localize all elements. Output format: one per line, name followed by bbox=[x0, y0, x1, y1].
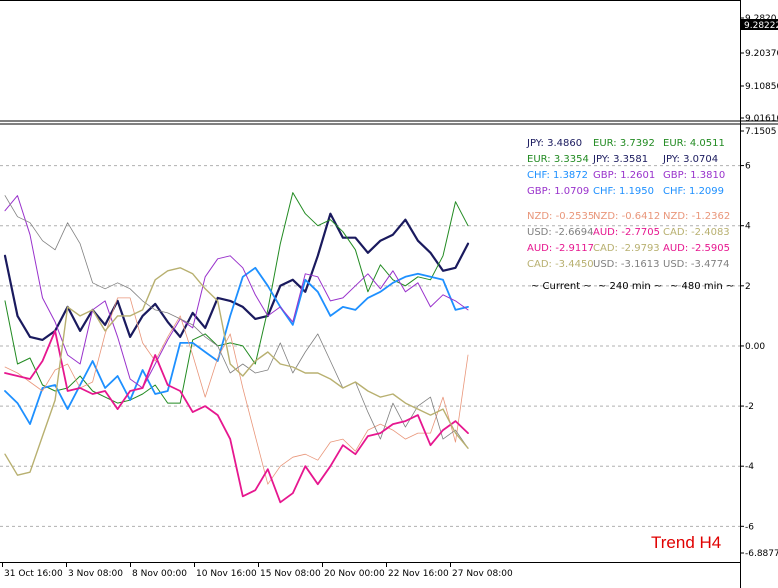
table-footer-label: ~ Current ~ bbox=[531, 281, 592, 292]
y-tick-label: 7.1505 bbox=[745, 127, 777, 137]
table-cell-chf: CHF: 1.2099 bbox=[663, 186, 724, 197]
table-cell-usd: USD: -3.1613 bbox=[593, 259, 660, 270]
table-cell-eur: EUR: 3.7392 bbox=[593, 138, 655, 149]
y-tick-label: 6 bbox=[745, 162, 751, 172]
x-tick-label: 20 Nov 00:00 bbox=[324, 569, 385, 579]
x-tick-label: 27 Nov 08:00 bbox=[452, 569, 513, 579]
x-tick-label: 10 Nov 16:00 bbox=[196, 569, 257, 579]
series-line-jpy bbox=[3, 212, 470, 341]
series-line-aud bbox=[4, 329, 469, 504]
y-tick-label: -4 bbox=[745, 462, 754, 472]
series-line-cad bbox=[4, 267, 469, 476]
table-footer-label: ~ 240 min ~ bbox=[598, 281, 662, 292]
series-line-usd bbox=[4, 195, 469, 449]
table-cell-aud: AUD: -2.5905 bbox=[663, 243, 730, 254]
y-tick-label: -2 bbox=[745, 402, 754, 412]
table-cell-gbp: GBP: 1.0709 bbox=[527, 186, 589, 197]
series-line-gbp bbox=[4, 195, 469, 389]
current-price-box bbox=[741, 19, 778, 30]
x-tick-label: 15 Nov 08:00 bbox=[260, 569, 321, 579]
series-line-chf bbox=[4, 266, 469, 426]
current-price-label: 9.28222 bbox=[744, 21, 778, 31]
table-cell-gbp: GBP: 1.2601 bbox=[593, 170, 655, 181]
price-tick-label: 9.01610 bbox=[745, 114, 778, 124]
table-cell-eur: EUR: 4.0511 bbox=[663, 138, 725, 149]
price-tick-label: 9.20370 bbox=[745, 49, 778, 59]
table-cell-cad: CAD: -2.4083 bbox=[663, 227, 730, 238]
table-cell-nzd: NZD: -0.2535 bbox=[527, 211, 594, 222]
series-line-eur bbox=[4, 192, 469, 404]
series-line-nzd bbox=[4, 297, 469, 485]
y-tick-label: 4 bbox=[745, 222, 751, 232]
price-tick-label: 9.10850 bbox=[745, 82, 778, 92]
y-tick-label: -6 bbox=[745, 522, 754, 532]
table-cell-usd: USD: -2.6694 bbox=[527, 227, 594, 238]
table-cell-gbp: GBP: 1.3810 bbox=[663, 170, 725, 181]
table-cell-aud: AUD: -2.9117 bbox=[527, 243, 594, 254]
y-tick-label: 2 bbox=[745, 282, 751, 292]
x-tick-label: 22 Nov 16:00 bbox=[388, 569, 449, 579]
x-tick-label: 3 Nov 08:00 bbox=[68, 569, 123, 579]
x-tick-label: 31 Oct 16:00 bbox=[4, 569, 63, 579]
table-cell-jpy: JPY: 3.4860 bbox=[526, 138, 582, 149]
y-tick-label: -6.8877 bbox=[745, 549, 778, 559]
table-cell-cad: CAD: -2.9793 bbox=[593, 243, 660, 254]
table-cell-chf: CHF: 1.1950 bbox=[593, 186, 654, 197]
table-cell-usd: USD: -3.4774 bbox=[663, 259, 730, 270]
table-cell-jpy: JPY: 3.0704 bbox=[662, 154, 718, 165]
y-tick-label: 0.00 bbox=[745, 342, 765, 352]
strength-panel: 7.1505 6 4 2 0.00 -2 -4 -6 -6.8877 31 Oct 16:00 3 … bbox=[0, 127, 778, 579]
x-tick-label: 8 Nov 00:00 bbox=[132, 569, 187, 579]
table-cell-jpy: JPY: 3.3581 bbox=[592, 154, 648, 165]
table-cell-aud: AUD: -2.7705 bbox=[593, 227, 660, 238]
table-cell-nzd: NZD: -0.6412 bbox=[593, 211, 660, 222]
table-cell-nzd: NZD: -1.2362 bbox=[663, 211, 730, 222]
table-cell-cad: CAD: -3.4450 bbox=[527, 259, 594, 270]
chart-title: Trend H4 bbox=[651, 533, 721, 552]
table-cell-eur: EUR: 3.3354 bbox=[527, 154, 589, 165]
table-cell-chf: CHF: 1.3872 bbox=[527, 170, 588, 181]
table-footer-label: ~ 480 min ~ bbox=[670, 281, 734, 292]
